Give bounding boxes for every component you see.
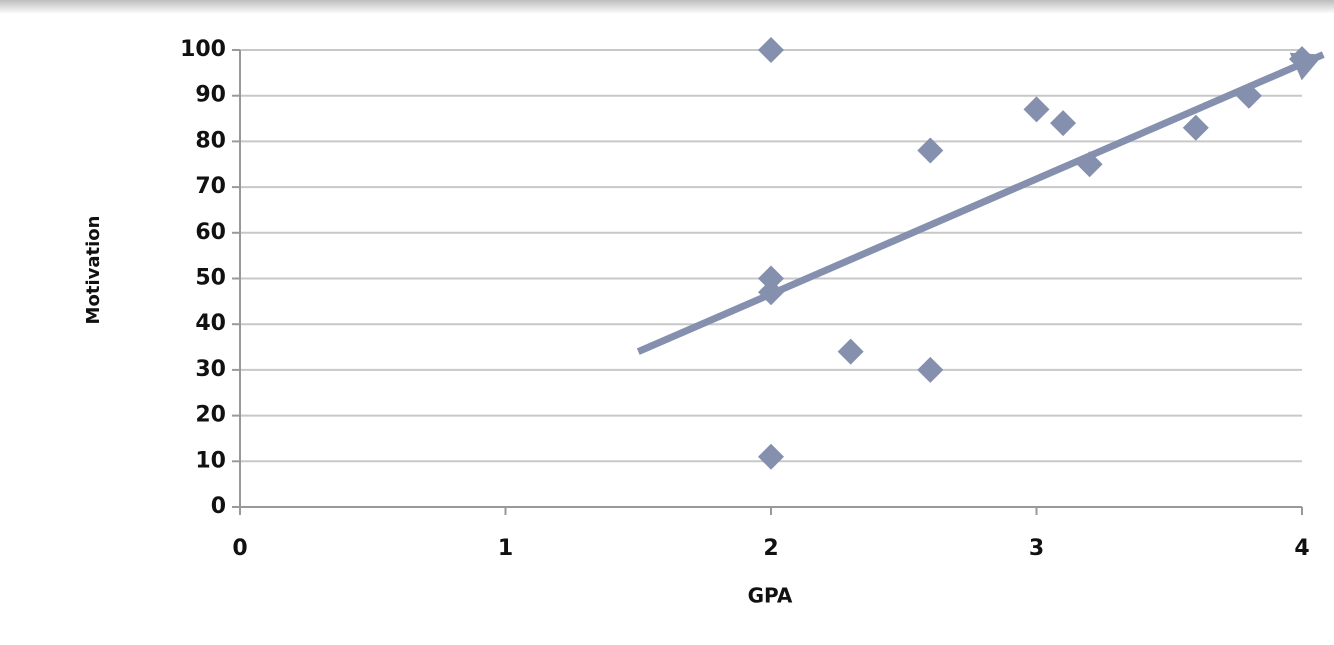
- y-tick-label: 0: [211, 494, 226, 519]
- y-tick-label: 70: [195, 174, 226, 199]
- point: [758, 443, 784, 470]
- y-tick-label: 90: [195, 83, 226, 108]
- y-axis-title: Motivation: [83, 216, 104, 325]
- point: [837, 338, 864, 365]
- point: [917, 356, 944, 383]
- y-tick-label: 60: [195, 220, 226, 245]
- point: [758, 265, 784, 292]
- y-tick-label: 20: [195, 403, 226, 428]
- x-tick-label: 0: [232, 536, 247, 561]
- y-tick-label: 80: [195, 128, 226, 153]
- y-tick-label: 50: [195, 266, 226, 291]
- x-tick-label: 4: [1294, 536, 1309, 561]
- point: [1050, 110, 1077, 137]
- top-shadow: [0, 0, 1334, 14]
- trendline-arrowhead: [1289, 52, 1324, 81]
- point: [758, 37, 784, 63]
- x-tick-label: 2: [763, 536, 778, 561]
- y-tick-label: 40: [195, 311, 226, 336]
- point: [1023, 96, 1050, 123]
- x-tick-label: 3: [1029, 536, 1044, 561]
- point: [917, 137, 944, 164]
- y-tick-label: 100: [180, 37, 226, 62]
- point: [1182, 114, 1209, 141]
- y-tick-label: 30: [195, 357, 226, 382]
- trendline: [636, 51, 1325, 355]
- y-tick-label: 10: [195, 448, 226, 473]
- x-tick-label: 1: [498, 536, 513, 561]
- x-axis-title: GPA: [748, 584, 793, 608]
